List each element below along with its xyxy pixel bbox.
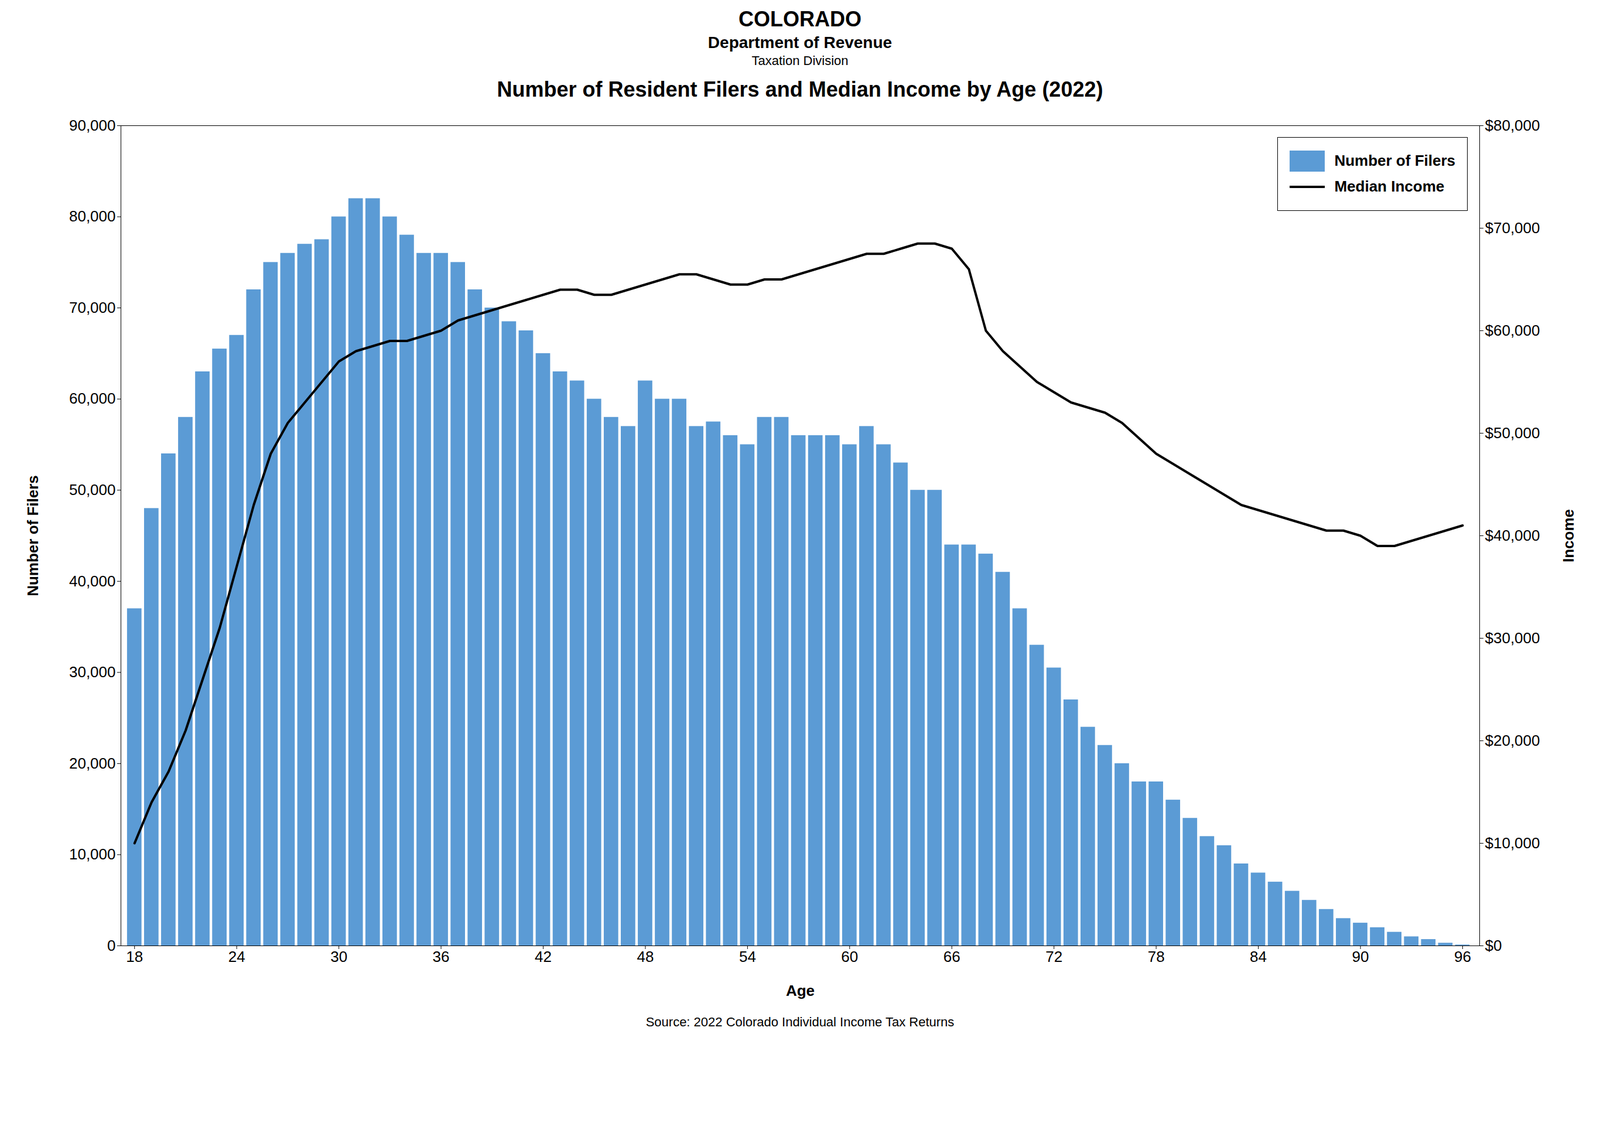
svg-text:Age: Age [785, 980, 815, 999]
svg-text:$0: $0 [1485, 935, 1503, 954]
svg-text:$70,000: $70,000 [1485, 218, 1541, 237]
svg-text:42: 42 [534, 946, 552, 965]
svg-text:$40,000: $40,000 [1485, 525, 1541, 544]
svg-text:36: 36 [432, 946, 450, 965]
svg-text:60,000: 60,000 [69, 389, 116, 408]
svg-text:$50,000: $50,000 [1485, 423, 1541, 441]
html-text:Taxation Division: Taxation Division [751, 53, 849, 68]
html-text:Department of Revenue: Department of Revenue [707, 33, 893, 52]
svg-text:18: 18 [125, 946, 143, 965]
svg-text:$30,000: $30,000 [1485, 628, 1541, 646]
svg-text:$80,000: $80,000 [1485, 115, 1541, 134]
svg-text:$60,000: $60,000 [1485, 320, 1541, 339]
svg-text:72: 72 [1045, 946, 1063, 965]
svg-text:60: 60 [840, 946, 858, 965]
svg-text:0: 0 [107, 935, 116, 954]
svg-text:20,000: 20,000 [69, 753, 116, 772]
svg-text:90,000: 90,000 [69, 115, 116, 134]
svg-text:48: 48 [636, 946, 654, 965]
svg-text:24: 24 [228, 946, 246, 965]
svg-text:96: 96 [1454, 946, 1472, 965]
svg-text:Number of Filers: Number of Filers [24, 474, 42, 597]
svg-text:50,000: 50,000 [69, 480, 116, 499]
svg-text:$20,000: $20,000 [1485, 730, 1541, 749]
html-text:Number of Resident Filers and: Number of Resident Filers and Median Inc… [496, 77, 1104, 102]
svg-text:90: 90 [1352, 946, 1370, 965]
svg-text:70,000: 70,000 [69, 298, 116, 316]
svg-text:30,000: 30,000 [69, 662, 116, 681]
svg-text:84: 84 [1249, 946, 1267, 965]
svg-text:80,000: 80,000 [69, 207, 116, 225]
svg-text:66: 66 [943, 946, 961, 965]
svg-text:10,000: 10,000 [69, 845, 116, 863]
html-text:Median Income: Median Income [1334, 177, 1445, 196]
svg-text:40,000: 40,000 [69, 571, 116, 590]
html-text:COLORADO: COLORADO [738, 7, 862, 32]
svg-text:Income: Income [1559, 508, 1578, 562]
svg-text:30: 30 [330, 946, 348, 965]
svg-text:$10,000: $10,000 [1485, 833, 1541, 851]
html-text:Number of Filers: Number of Filers [1334, 151, 1456, 170]
html-text:Source: 2022 Colorado Individu: Source: 2022 Colorado Individual Income … [645, 1014, 955, 1029]
svg-text:78: 78 [1147, 946, 1165, 965]
svg-text:54: 54 [739, 946, 757, 965]
